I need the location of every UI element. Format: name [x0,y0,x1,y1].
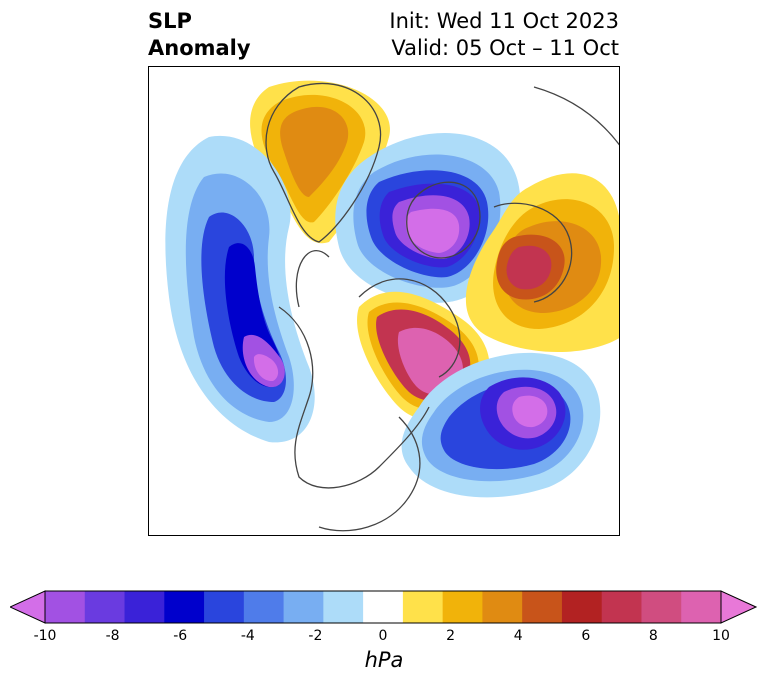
colorbar [10,590,758,624]
colorbar-swatch [402,591,444,623]
title-line-1: SLP [148,9,192,33]
positive-anomaly-europe [465,173,619,352]
colorbar-tick-label: 10 [712,628,730,644]
title-line-2: Anomaly [148,36,251,60]
colorbar-swatch [482,591,523,623]
colorbar-swatch [124,591,165,623]
colorbar-swatch [561,591,603,623]
colorbar-swatch [601,591,642,623]
colorbar-swatch [243,591,285,623]
colorbar-swatch [84,591,126,623]
init-date: Init: Wed 11 Oct 2023 [389,9,619,33]
colorbar-tick-label: -4 [240,628,255,644]
colorbar-swatch [681,591,722,623]
map-dates: Init: Wed 11 Oct 2023 Valid: 05 Oct – 11… [389,8,619,62]
colorbar-swatch [323,591,364,623]
colorbar-swatch [522,591,563,623]
colorbar-tick-label: -8 [105,628,120,644]
colorbar-swatch [641,591,682,623]
colorbar-swatch [363,591,404,623]
valid-range: Valid: 05 Oct – 11 Oct [391,36,619,60]
colorbar-tick-label: -6 [173,628,188,644]
colorbar-swatch [45,591,86,623]
colorbar-tick-label: 8 [648,628,658,644]
colorbar-tick-label: 0 [378,628,388,644]
colorbar-swatch [204,591,245,623]
colorbar-tick-label: 6 [581,628,591,644]
colorbar-extend-right [720,590,758,624]
colorbar-swatch [283,591,324,623]
colorbar-swatch [164,591,205,623]
anomaly-map [165,80,619,532]
colorbar-outline [44,590,722,624]
negative-anomaly-arctic [335,133,521,303]
colorbar-swatches [45,591,722,623]
colorbar-tick-label: 2 [446,628,456,644]
negative-anomaly-pacific [165,135,315,443]
map-panel [148,66,620,536]
colorbar-extend-left [10,590,46,624]
colorbar-tick-label: -10 [33,628,57,644]
negative-anomaly-atlantic [401,352,601,498]
colorbar-tick-label: 4 [513,628,523,644]
coastlines [265,82,619,532]
colorbar-tick-label: -2 [308,628,323,644]
colorbar-swatch [442,591,483,623]
colorbar-unit-label: hPa [364,648,404,672]
map-title: SLP Anomaly [148,8,251,62]
